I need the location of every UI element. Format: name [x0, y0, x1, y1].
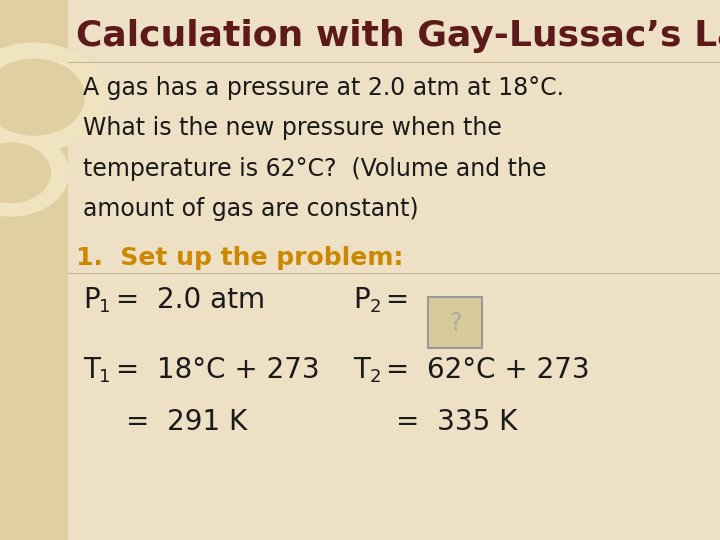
Text: P: P — [353, 286, 369, 314]
Text: A gas has a pressure at 2.0 atm at 18°C.: A gas has a pressure at 2.0 atm at 18°C. — [83, 76, 564, 99]
Circle shape — [0, 143, 50, 202]
Text: =  291 K: = 291 K — [126, 408, 247, 436]
Text: =  18°C + 273: = 18°C + 273 — [107, 356, 319, 384]
Text: =  2.0 atm: = 2.0 atm — [107, 286, 265, 314]
Circle shape — [0, 59, 84, 135]
FancyBboxPatch shape — [428, 297, 482, 348]
Text: P: P — [83, 286, 99, 314]
Text: 2: 2 — [369, 298, 381, 316]
Text: ?: ? — [449, 310, 462, 335]
FancyBboxPatch shape — [0, 0, 68, 540]
Text: 1: 1 — [99, 368, 111, 386]
Text: =  335 K: = 335 K — [396, 408, 518, 436]
Text: Calculation with Gay-Lussac’s Law: Calculation with Gay-Lussac’s Law — [76, 19, 720, 53]
Text: What is the new pressure when the: What is the new pressure when the — [83, 116, 502, 140]
Text: T: T — [353, 356, 369, 384]
Text: 1.  Set up the problem:: 1. Set up the problem: — [76, 246, 403, 269]
Text: 2: 2 — [369, 368, 381, 386]
Circle shape — [0, 43, 106, 151]
Text: =  62°C + 273: = 62°C + 273 — [377, 356, 589, 384]
Text: temperature is 62°C?  (Volume and the: temperature is 62°C? (Volume and the — [83, 157, 546, 180]
Text: 1: 1 — [99, 298, 111, 316]
Text: amount of gas are constant): amount of gas are constant) — [83, 197, 418, 221]
Text: T: T — [83, 356, 99, 384]
Text: =: = — [377, 286, 418, 314]
Circle shape — [0, 130, 68, 216]
